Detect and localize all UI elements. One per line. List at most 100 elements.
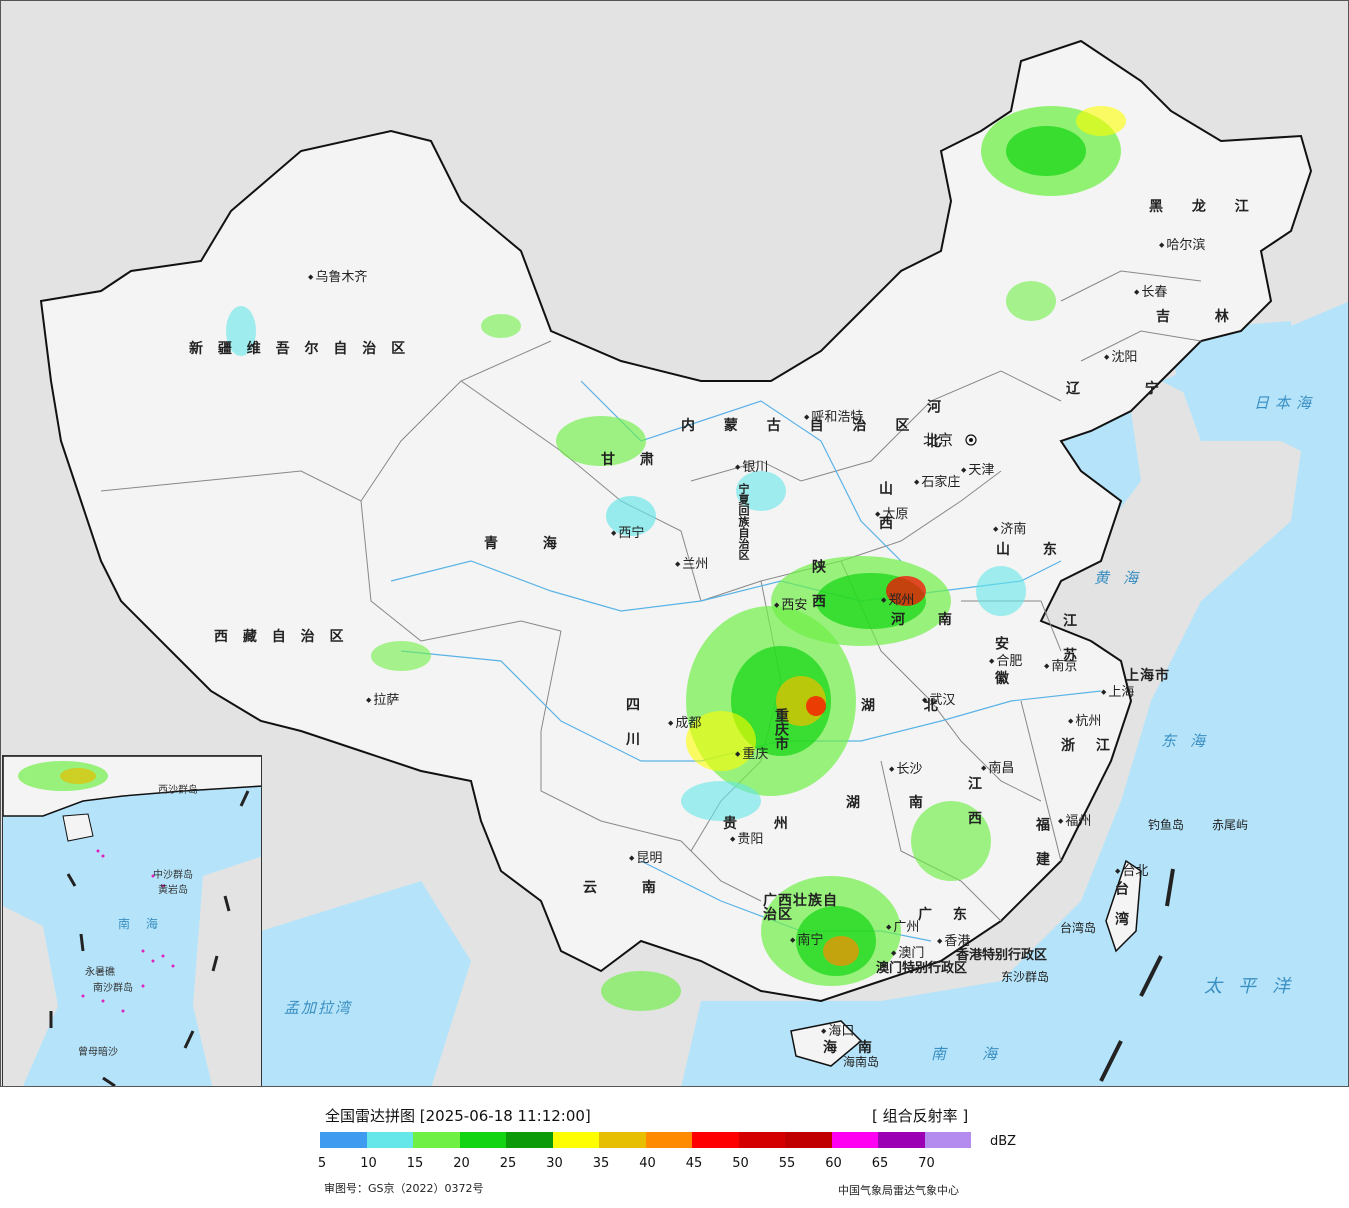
japan-sea	[1161, 321, 1301, 441]
color-scale-swatch	[645, 1132, 692, 1148]
city-label-urumqi: 乌鲁木齐	[308, 271, 367, 284]
city-label-xining: 西宁	[611, 527, 644, 540]
sea-label-pacific: 太平洋	[1204, 976, 1306, 997]
pacific-sea	[702, 301, 1348, 1086]
radar-map: 新 疆 维 吾 尔 自 治 区 西 藏 自 治 区 青 海 甘 肃 内 蒙 古 …	[0, 0, 1349, 1087]
province-label-jilin: 吉 林	[1156, 309, 1249, 325]
color-scale-swatch	[878, 1132, 925, 1148]
city-label-nanchang: 南昌	[981, 762, 1014, 775]
province-label-jiangsu: 江 苏	[1061, 613, 1077, 670]
province-label-xizang: 西 藏 自 治 区	[214, 629, 349, 645]
color-scale-tick-label: 30	[546, 1156, 563, 1171]
province-label-henan: 河 南	[891, 612, 966, 628]
color-scale-swatch	[831, 1132, 878, 1148]
city-label-beijing: 北京	[923, 431, 954, 449]
province-label-guizhou: 贵 州	[723, 816, 804, 832]
sea-label-japan-sea: 日本海	[1254, 394, 1318, 412]
city-label-jinan: 济南	[993, 523, 1026, 536]
color-scale-swatch	[924, 1132, 971, 1148]
color-scale-tick-label: 55	[778, 1156, 796, 1171]
island-label-chiwei: 赤尾屿	[1212, 818, 1249, 832]
color-scale-swatch	[366, 1132, 413, 1148]
color-scale-tick-label: 25	[499, 1156, 517, 1171]
city-label-xian: 西安	[774, 599, 807, 612]
province-label-hebei: 河 北	[925, 399, 941, 456]
city-label-harbin: 哈尔滨	[1159, 239, 1205, 252]
boundary-dashes	[1099, 868, 1175, 1082]
color-scale-swatch	[599, 1132, 646, 1148]
bay-of-bengal	[261, 881, 471, 1086]
city-label-changchun: 长春	[1134, 286, 1167, 299]
province-label-guangxi: 广西壮族自治区	[763, 893, 838, 923]
city-label-nanjing: 南京	[1044, 660, 1077, 673]
island-label-hainan-island: 海南岛	[843, 1055, 880, 1069]
province-label-heilongjiang: 黑 龙 江	[1149, 199, 1261, 215]
color-scale-tick-label: 65	[871, 1156, 889, 1171]
island-label-taiwan-island: 台湾岛	[1060, 921, 1097, 935]
color-scale-swatch	[552, 1132, 599, 1148]
color-scale-swatch	[413, 1132, 460, 1148]
province-label-shanghai: 上海市	[1125, 668, 1170, 684]
island-label-dongsha: 东沙群岛	[1001, 970, 1050, 984]
map-approval-number: 审图号：GS京（2022）0372号	[324, 1182, 484, 1195]
capital-marker	[965, 434, 977, 446]
inset-label-zengmu: 曾母暗沙	[78, 1047, 118, 1058]
province-label-hongkong: 香港特别行政区	[956, 948, 1048, 963]
city-label-taipei: 台北	[1115, 865, 1148, 878]
city-label-chengdu: 成都	[668, 717, 701, 730]
inset-label-huangyan: 黄岩岛	[158, 885, 188, 896]
color-scale-swatch	[738, 1132, 785, 1148]
city-label-nanning: 南宁	[790, 934, 823, 947]
color-scale-tick-label: 35	[592, 1156, 610, 1171]
inset-label-nansha: 南沙群岛	[93, 983, 133, 994]
city-label-shanghai-city: 上海	[1101, 686, 1134, 699]
province-label-hainan: 海 南	[823, 1040, 880, 1056]
color-scale-tick-label: 60	[825, 1156, 842, 1171]
legend-panel: 全国雷达拼图 [2025-06-18 11:12:00] [ 组合反射率 ] 5…	[0, 1087, 1349, 1208]
province-label-yunnan: 云 南	[583, 880, 676, 896]
sea-label-yellow-sea: 黄海	[1094, 569, 1153, 587]
radar-echoes	[226, 106, 1126, 1011]
city-label-hefei: 合肥	[989, 655, 1022, 668]
city-label-lhasa: 拉萨	[366, 694, 399, 707]
sea-label-south-sea: 南海	[931, 1045, 1034, 1063]
sea-label-east-sea: 东海	[1161, 732, 1220, 750]
color-scale-tick-label: 70	[918, 1156, 935, 1171]
color-scale-ticks: 5 10 15 20 25 30 35 40 45 50 55 60 65 70	[318, 1156, 980, 1172]
city-label-hohhot: 呼和浩特	[804, 411, 863, 424]
city-label-zhengzhou: 郑州	[881, 594, 914, 607]
sea-label-bay-of-bengal: 孟加拉湾	[284, 999, 353, 1017]
color-scale-tick-label: 15	[406, 1156, 424, 1171]
city-label-taiyuan: 太原	[875, 508, 908, 521]
color-scale-swatch	[506, 1132, 553, 1148]
province-label-zhejiang: 浙 江	[1061, 738, 1118, 754]
city-label-macau-city: 澳门	[891, 947, 924, 960]
city-label-kunming: 昆明	[629, 852, 662, 865]
city-label-wuhan: 武汉	[922, 694, 955, 707]
color-scale-tick-label: 40	[639, 1156, 656, 1171]
province-label-shandong: 山 东	[996, 542, 1071, 558]
province-label-macau: 澳门特别行政区	[876, 961, 968, 976]
city-label-hongkong-city: 香港	[937, 935, 970, 948]
province-label-xinjiang: 新 疆 维 吾 尔 自 治 区	[189, 341, 411, 357]
south-china-sea-inset: 西沙群岛 中沙群岛 南沙群岛 黄岩岛 永暑礁 曾母暗沙 南 海	[2, 755, 262, 1086]
city-label-shijiazhuang: 石家庄	[914, 476, 960, 489]
city-label-haikou: 海口	[821, 1025, 854, 1038]
province-label-guangdong: 广 东	[918, 907, 975, 923]
city-label-fuzhou: 福州	[1058, 815, 1091, 828]
inset-label-yongshu: 永暑礁	[85, 967, 115, 978]
province-label-fujian: 福 建	[1034, 817, 1050, 874]
city-label-shenyang: 沈阳	[1104, 351, 1137, 364]
color-scale-swatch	[785, 1132, 832, 1148]
color-scale-swatch	[320, 1132, 367, 1148]
inset-label-south-sea: 南 海	[118, 917, 164, 931]
island-label-diaoyu: 钓鱼岛	[1148, 818, 1185, 832]
city-label-chongqing-city: 重庆	[735, 748, 768, 761]
color-scale-tick-label: 20	[453, 1156, 470, 1171]
city-label-guiyang: 贵阳	[730, 833, 763, 846]
province-label-shaanxi: 陕 西	[810, 559, 826, 616]
province-label-hubei: 湖 北	[861, 698, 960, 714]
color-scale-swatch	[459, 1132, 506, 1148]
legend-unit: dBZ	[990, 1134, 1017, 1149]
color-scale	[320, 1132, 971, 1148]
